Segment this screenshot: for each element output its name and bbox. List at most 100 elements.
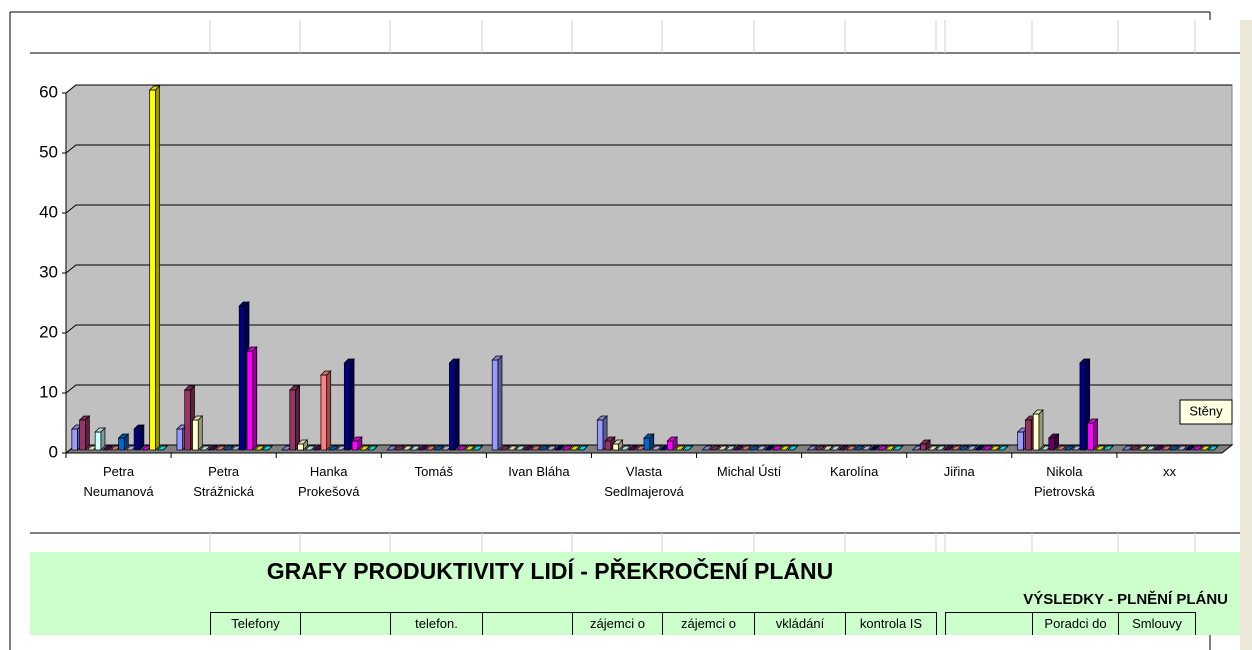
bar-side: [925, 439, 931, 451]
bar: [950, 445, 963, 451]
x-tick-label: Jiřina: [943, 464, 975, 479]
bar: [1121, 445, 1134, 451]
y-tick-label: 20: [39, 322, 58, 341]
bar: [619, 445, 632, 451]
bar: [981, 445, 994, 451]
bar-side: [777, 445, 783, 451]
bar: [701, 445, 714, 451]
bar-side: [229, 445, 234, 451]
bar: [530, 445, 542, 451]
bar-front: [238, 305, 246, 451]
bar: [814, 445, 826, 451]
bar: [822, 445, 834, 451]
scrollbar[interactable]: [1240, 20, 1252, 650]
bar-side: [875, 445, 880, 451]
bar: [409, 445, 422, 451]
bar: [837, 445, 850, 451]
bar-side: [260, 445, 265, 451]
bar: [222, 445, 235, 451]
bar: [861, 445, 873, 451]
y-tick-label: 50: [39, 142, 58, 161]
bar-side: [1190, 445, 1196, 451]
grid-line: [65, 144, 1232, 154]
bar: [771, 445, 784, 451]
bar-side: [163, 445, 168, 451]
bar: [709, 445, 721, 451]
bar: [1145, 445, 1157, 451]
bar-side: [423, 445, 429, 451]
bar-side: [1062, 445, 1067, 451]
bar: [432, 445, 445, 451]
header-cell: Poradci do: [1032, 612, 1119, 635]
bar: [1176, 445, 1188, 451]
bar: [343, 358, 355, 451]
header-cell: [945, 612, 1033, 635]
bar-side: [197, 415, 203, 451]
bar: [1063, 445, 1075, 451]
bar-side: [1174, 445, 1180, 451]
bar-side: [357, 436, 363, 451]
bar-side: [552, 445, 557, 451]
bar: [1102, 445, 1114, 451]
bar-front: [71, 428, 78, 451]
bar-side: [941, 445, 946, 451]
bar: [1086, 418, 1099, 451]
header-cell: telefon.: [390, 612, 483, 635]
bar-side: [310, 445, 316, 451]
bar: [456, 445, 468, 451]
bar-side: [851, 445, 857, 451]
bar: [740, 445, 752, 451]
bar: [215, 445, 227, 451]
bar: [448, 358, 461, 451]
bar-side: [731, 445, 736, 451]
bar-side: [365, 445, 370, 451]
bar-front: [351, 440, 359, 451]
bar-side: [478, 445, 483, 451]
bar: [829, 445, 842, 451]
bar-side: [739, 445, 744, 451]
bar: [989, 445, 1002, 451]
header-cell: zájemci o: [662, 612, 755, 635]
bar-side: [820, 445, 826, 451]
bar: [304, 445, 317, 451]
bar: [756, 445, 768, 451]
bar: [320, 370, 332, 451]
bar-side: [626, 445, 631, 451]
bar: [927, 445, 939, 451]
bar: [612, 439, 624, 451]
bar: [1191, 445, 1204, 451]
bar: [1047, 433, 1060, 451]
bar: [787, 445, 799, 451]
bar-side: [583, 445, 588, 451]
bar: [569, 445, 581, 451]
bar: [351, 436, 363, 451]
bar: [779, 445, 791, 451]
bar-side: [1143, 445, 1149, 451]
bar: [359, 445, 371, 451]
bar: [732, 445, 745, 451]
bar: [471, 445, 484, 451]
bar-side: [680, 445, 686, 451]
bar: [1199, 445, 1212, 451]
bar-front: [176, 428, 184, 451]
bar-side: [221, 445, 226, 451]
bar: [919, 439, 931, 451]
bar-front: [491, 359, 499, 451]
bar: [327, 445, 340, 451]
bar-side: [890, 445, 896, 451]
bar-front: [1087, 422, 1094, 451]
bar-side: [416, 445, 421, 451]
bar: [1207, 445, 1220, 451]
y-tick-label: 60: [39, 82, 58, 101]
bar: [884, 445, 896, 451]
bar-side: [1213, 445, 1219, 451]
bar: [666, 436, 678, 451]
bar-front: [612, 443, 619, 451]
bar-front: [596, 419, 604, 451]
bar: [1094, 445, 1107, 451]
bar-side: [521, 445, 526, 451]
bar: [94, 427, 106, 451]
bar-side: [505, 445, 511, 451]
grid-line: [65, 264, 1232, 274]
